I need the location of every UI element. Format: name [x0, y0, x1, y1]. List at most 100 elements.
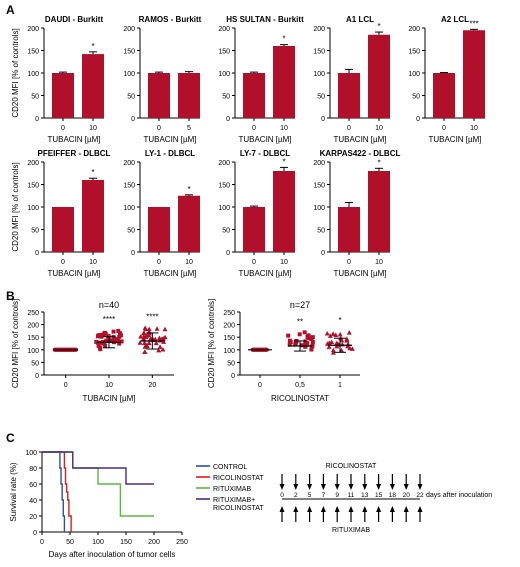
x-tick-label: 0 [157, 125, 161, 132]
y-tick-label: 150 [313, 49, 325, 56]
y-tick-label: 50 [31, 94, 39, 101]
data-point [156, 335, 162, 340]
data-point [346, 330, 352, 335]
chart-title: LY-7 - DLBCL [240, 149, 290, 158]
schedule-day-label: 11 [348, 492, 355, 499]
data-point [302, 330, 307, 335]
bar [243, 207, 265, 252]
schedule-day-label: 18 [389, 492, 397, 499]
schedule-day-label: 2 [294, 492, 298, 499]
y-tick-label: 50 [222, 228, 230, 235]
x-axis-label: TUBACIN [µM] [238, 135, 291, 144]
data-point [330, 350, 336, 355]
y-tick-label: 150 [408, 49, 420, 56]
legend-label: RITUXIMAB [213, 486, 251, 493]
y-tick-label: 0 [321, 116, 325, 123]
y-tick-label: 0 [131, 250, 135, 257]
antibody-arrow-head [376, 506, 382, 512]
data-point [109, 338, 114, 343]
bar [338, 207, 360, 252]
bar [148, 73, 170, 118]
chart-title: KARPAS422 - DLBCL [320, 149, 401, 158]
drug-arrow-head [334, 484, 340, 490]
schedule-antibody-label: RITUXIMAB [332, 527, 370, 534]
antibody-arrow-head [293, 506, 299, 512]
data-point [286, 333, 291, 338]
antibody-arrow-head [279, 506, 285, 512]
data-point [141, 330, 147, 336]
data-point [327, 333, 333, 338]
x-tick-label: 0 [347, 125, 351, 132]
chart-title: HS SULTAN - Burkitt [226, 15, 304, 24]
data-point [326, 344, 332, 349]
schedule-day-label: 9 [335, 492, 339, 499]
chart-title: n=27 [290, 300, 310, 310]
data-point [160, 336, 166, 342]
schedule-day-label: 0 [280, 492, 284, 499]
data-point [157, 344, 163, 349]
x-tick-label: 0 [61, 259, 65, 266]
significance-label: * [377, 22, 380, 31]
legend-label: RICOLINOSTAT [213, 475, 264, 482]
data-point [300, 343, 305, 348]
x-tick-label: 10 [89, 259, 97, 266]
y-tick-label: 100 [25, 450, 37, 457]
x-tick-label: 10 [375, 125, 383, 132]
data-point [153, 340, 159, 346]
data-point [344, 337, 350, 343]
x-tick-label: 10 [280, 259, 288, 266]
antibody-arrow-head [362, 506, 368, 512]
legend-label: CONTROL [213, 464, 247, 471]
bar [273, 46, 295, 118]
antibody-arrow-head [403, 506, 409, 512]
data-point [146, 326, 152, 332]
drug-arrow-head [348, 484, 354, 490]
drug-arrow-head [362, 484, 368, 490]
data-point [294, 340, 299, 345]
x-axis-label: TUBACIN [µM] [333, 269, 386, 278]
antibody-arrow-head [348, 506, 354, 512]
legend-label: RICOLINOSTAT [213, 505, 264, 512]
chart-title: PFEIFFER - DLBCL [38, 149, 111, 158]
x-tick-label: 150 [120, 539, 132, 546]
bar [338, 73, 360, 118]
significance-label: * [282, 157, 285, 166]
data-point [142, 325, 148, 331]
y-axis-label: CD20 MFI [% of controls] [11, 162, 20, 251]
data-point [310, 340, 315, 345]
data-point [324, 330, 330, 336]
y-tick-label: 50 [31, 228, 39, 235]
bar [433, 73, 455, 118]
data-point [119, 339, 124, 344]
y-tick-label: 100 [27, 71, 39, 78]
data-point [117, 341, 122, 346]
x-tick-label: 200 [148, 539, 160, 546]
y-tick-label: 50 [412, 94, 420, 101]
data-point [98, 334, 103, 339]
data-point [337, 331, 343, 337]
data-point [330, 331, 336, 336]
panel-label-a: A [6, 3, 15, 17]
data-point [96, 344, 101, 349]
y-tick-label: 0 [35, 373, 39, 380]
y-tick-label: 60 [29, 482, 37, 489]
y-tick-label: 100 [218, 205, 230, 212]
schedule-caption: days after inoculation [426, 492, 492, 499]
data-point [104, 338, 109, 343]
data-point [94, 339, 99, 344]
significance-label: * [338, 316, 341, 325]
data-point [152, 336, 158, 342]
data-point [142, 349, 148, 354]
antibody-arrow-head [389, 506, 395, 512]
x-tick-label: 0 [64, 382, 68, 389]
x-axis-label: Days after inoculation of tumor cells [49, 550, 176, 559]
data-point [161, 339, 167, 344]
x-axis-label: TUBACIN [µM] [47, 269, 100, 278]
y-tick-label: 100 [123, 71, 135, 78]
y-tick-label: 0 [35, 250, 39, 257]
chart-title: DAUDI - Burkitt [45, 15, 104, 24]
data-point [106, 334, 111, 339]
data-point [118, 333, 123, 338]
y-tick-label: 150 [223, 335, 235, 342]
x-tick-label: 10 [185, 259, 193, 266]
